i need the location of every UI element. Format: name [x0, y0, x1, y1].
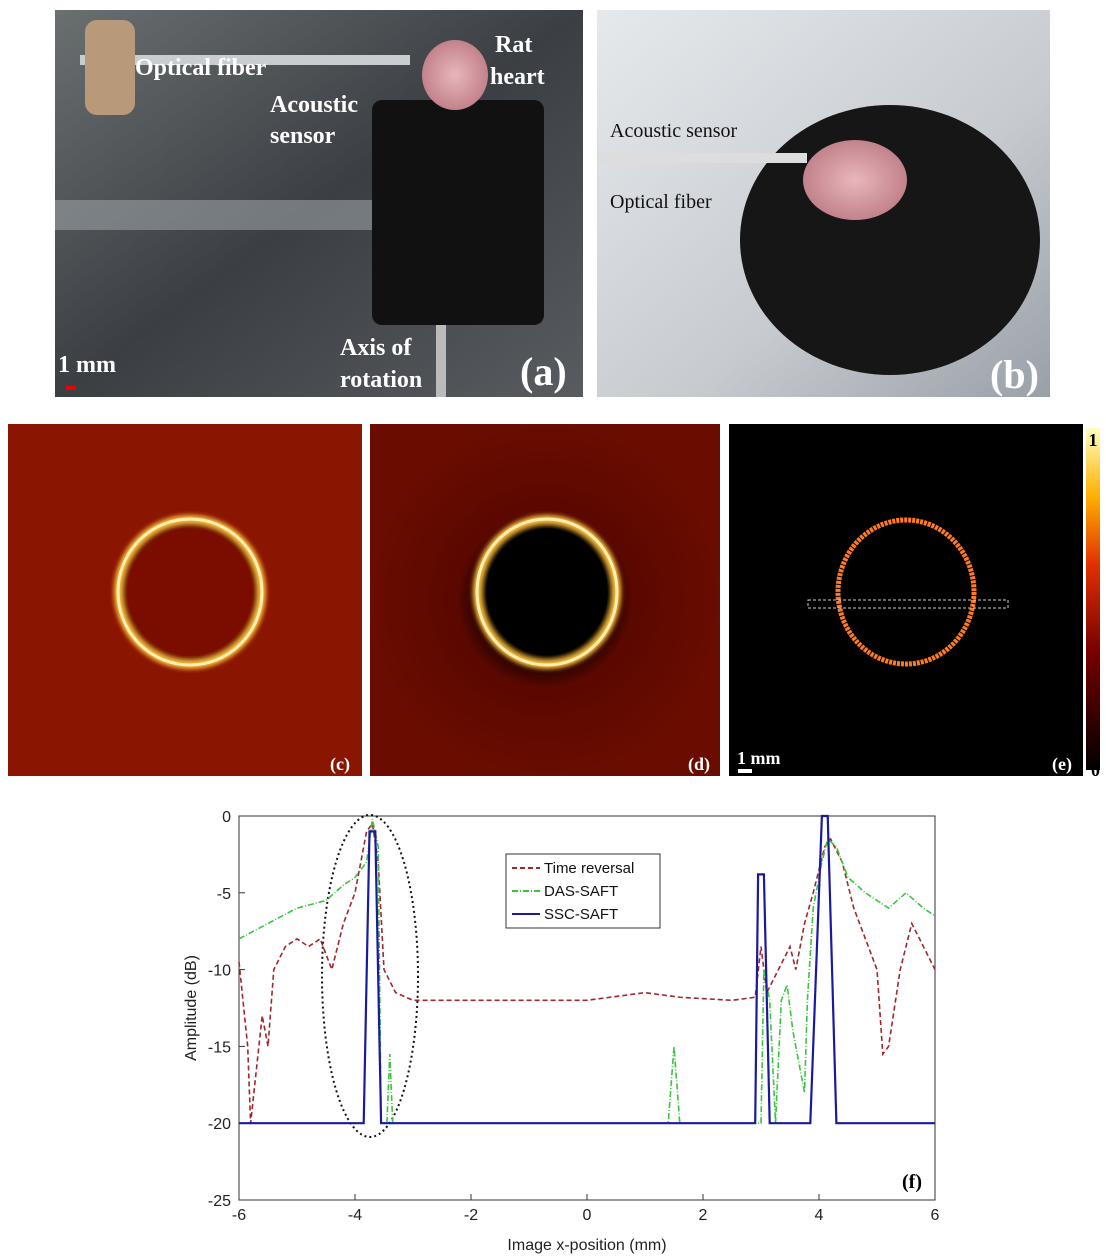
scale-label: 1 mm [58, 352, 116, 378]
y-tick-label: -20 [208, 1116, 231, 1133]
panel-label: (e) [1052, 754, 1072, 775]
panel-label: (b) [990, 352, 1039, 397]
label: sensor [270, 123, 336, 149]
label: Axis of [340, 335, 412, 361]
panel-a: Optical fiber Rat heart Acoustic sensor … [55, 10, 583, 397]
x-tick-label: -6 [232, 1207, 246, 1224]
shaft [436, 325, 446, 397]
panel-c: (c) [8, 424, 362, 776]
legend-label: DAS-SAFT [544, 883, 618, 900]
panel-label: (a) [520, 349, 567, 394]
scale-bar [66, 386, 76, 390]
colorbar-label: 1 [1089, 430, 1098, 450]
label: Acoustic sensor [610, 120, 738, 142]
scale-label: 1 mm [737, 748, 781, 768]
y-tick-label: 0 [222, 809, 231, 826]
colorbar [1086, 428, 1100, 770]
y-axis-label: Amplitude (dB) [183, 955, 200, 1061]
y-tick-label: -5 [217, 886, 231, 903]
y-tick-label: -10 [208, 963, 231, 980]
panel-d: (d) [370, 424, 720, 776]
heart [803, 140, 907, 220]
label: Rat [495, 32, 532, 58]
label: heart [490, 64, 545, 90]
x-tick-label: 4 [815, 1207, 824, 1224]
label: Optical fiber [135, 55, 267, 81]
x-axis-label: Image x-position (mm) [507, 1237, 666, 1254]
label: rotation [340, 367, 422, 393]
legend-label: SSC-SAFT [544, 906, 618, 923]
y-tick-label: -15 [208, 1039, 231, 1056]
x-tick-label: 0 [583, 1207, 592, 1224]
scale-bar [738, 769, 752, 773]
cylinder [740, 105, 1040, 375]
x-tick-label: -4 [348, 1207, 362, 1224]
panel-label: (c) [330, 754, 350, 775]
cylinder [372, 100, 544, 325]
colorbar-label: 0 [1091, 760, 1100, 780]
holder [85, 20, 135, 115]
rod [55, 200, 385, 230]
legend-label: Time reversal [544, 860, 634, 877]
fiber [597, 153, 807, 163]
panel-label: (d) [688, 754, 710, 775]
panel-label: (f) [902, 1171, 922, 1193]
label: Optical fiber [610, 191, 712, 213]
x-tick-label: -2 [464, 1207, 478, 1224]
panel-e: 1 mm (e) [729, 424, 1083, 776]
x-tick-label: 6 [931, 1207, 940, 1224]
label: Acoustic [270, 92, 358, 118]
y-tick-label: -25 [208, 1193, 231, 1210]
figure: Optical fiber Rat heart Acoustic sensor … [0, 0, 1106, 1256]
heart [422, 40, 488, 110]
x-tick-label: 2 [699, 1207, 708, 1224]
panel-b: Acoustic sensor Optical fiber (b) [597, 10, 1050, 397]
